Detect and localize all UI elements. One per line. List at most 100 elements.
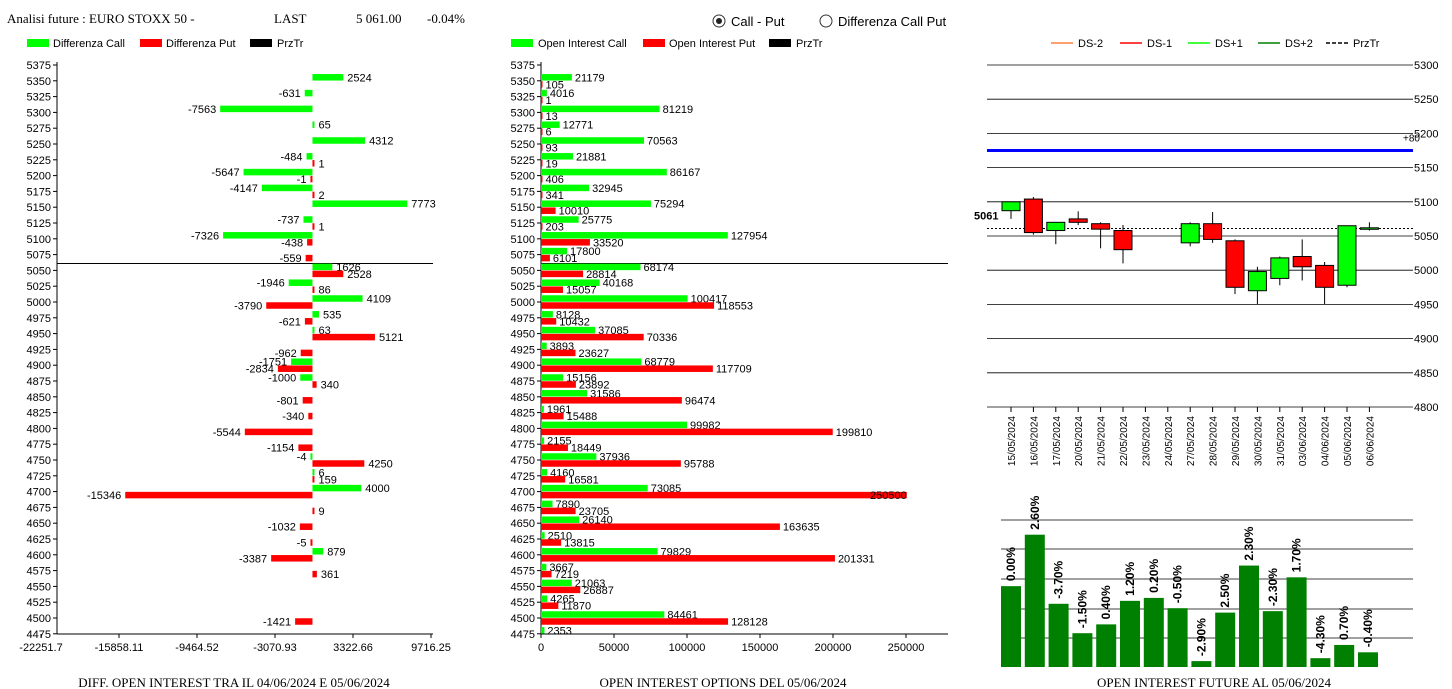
radio-differenza-circle[interactable] [819, 14, 833, 28]
candle-up [1046, 221, 1066, 232]
y-tick-label: 5025 [511, 281, 535, 293]
x-tick-label: 27/05/2024 [1186, 416, 1197, 466]
bar-oi-put [541, 460, 681, 467]
bar-oi-put [541, 570, 552, 578]
bar-oi-call [541, 516, 580, 523]
y-tick-label: 5250 [1414, 94, 1438, 106]
bar-diff-put [312, 160, 315, 167]
x-tick-label: 150000 [742, 642, 779, 654]
bar-value-label: 21179 [575, 72, 605, 84]
bar-value-label: 21881 [576, 151, 607, 163]
legend-label-oi-put: Open Interest Put [669, 38, 755, 50]
bar-diff-call [261, 184, 313, 192]
bar-oi-put [541, 239, 590, 246]
y-tick-label: 4475 [511, 629, 535, 641]
bar-value-label: 199810 [836, 427, 873, 439]
bar-value-label: 19 [546, 158, 558, 170]
bar-value-label: 68174 [644, 262, 675, 274]
bar-value-label: -1032 [268, 522, 296, 534]
bar-value-label: 4312 [369, 136, 393, 148]
bar-value-label: -3790 [234, 301, 262, 313]
y-tick-label: 4650 [511, 518, 535, 530]
bar-oi-put [541, 476, 566, 483]
bar-value-label: 15057 [566, 285, 597, 297]
bar-diff-put [310, 175, 313, 183]
y-tick-label: 5300 [511, 107, 535, 119]
legend-label-oi-call: Open Interest Call [538, 38, 627, 50]
y-tick-label: 5100 [1414, 197, 1438, 209]
bar-oi-put [541, 112, 543, 120]
bar-value-label: 16581 [568, 474, 599, 486]
y-tick-label: 4925 [27, 344, 51, 356]
x-tick-label: 03/06/2024 [1298, 416, 1309, 466]
legend-label-prztr-3: PrzTr [1353, 38, 1380, 50]
bar-oi-put [541, 270, 584, 278]
bar-oi-put [541, 96, 543, 104]
future-bar [1096, 624, 1117, 667]
bar-value-label: 15488 [567, 411, 598, 423]
y-tick-label: 5150 [1414, 163, 1438, 175]
legend-label-diff-call: Differenza Call [53, 38, 125, 50]
y-tick-label: 5125 [511, 218, 535, 230]
bar-value-label: 250500 [870, 490, 907, 502]
bar-diff-call [312, 469, 315, 476]
bar-value-label: -621 [279, 316, 301, 328]
y-tick-label: 5300 [27, 107, 51, 119]
bar-value-label: -5 [297, 538, 307, 550]
y-tick-label: 4900 [1414, 334, 1438, 346]
bar-oi-call [541, 595, 548, 602]
y-tick-label: 4525 [27, 597, 51, 609]
bar-diff-put [302, 397, 313, 404]
bar-value-label: 341 [546, 190, 564, 202]
bar-oi-put [541, 318, 557, 325]
y-tick-label: 4750 [27, 455, 51, 467]
bar-oi-call [541, 295, 688, 302]
y-tick-label: 4675 [511, 502, 535, 514]
x-tick-label: 05/06/2024 [1343, 416, 1354, 466]
bar-oi-put [541, 286, 563, 293]
bar-value-label: -4147 [230, 183, 258, 195]
bar-value-label: 32945 [592, 183, 623, 195]
bar-value-label: 159 [318, 474, 336, 486]
radio-differenza[interactable]: Differenza Call Put [819, 14, 947, 29]
bar-value-label: 4000 [365, 483, 389, 495]
bar-value-label: -340 [282, 411, 304, 423]
x-tick-label: 31/05/2024 [1276, 416, 1287, 466]
bar-diff-put [312, 460, 365, 467]
y-tick-label: 5000 [27, 297, 51, 309]
bar-oi-put [541, 555, 835, 562]
bar-oi-call [541, 137, 645, 144]
bar-value-label: 5121 [379, 332, 403, 344]
future-bar [1358, 652, 1378, 667]
y-tick-label: 4725 [27, 471, 51, 483]
bar-value-label: 40168 [603, 278, 634, 290]
chart-title-diff-oi: DIFF. OPEN INTEREST TRA IL 04/06/2024 E … [78, 675, 390, 689]
bar-value-label: -4 [297, 452, 307, 464]
radio-call-put-label: Call - Put [731, 14, 785, 29]
bar-value-label: -962 [275, 348, 297, 360]
legend-swatch-prztr-2 [769, 39, 791, 47]
candle-up [1270, 257, 1290, 279]
future-bar-label: -1.50% [1075, 590, 1089, 628]
future-bar [1167, 608, 1188, 667]
bar-oi-call [541, 74, 572, 81]
bar-diff-call [312, 137, 366, 144]
future-bar [1024, 534, 1045, 667]
bar-value-label: 65 [318, 120, 330, 132]
bar-value-label: 163635 [783, 522, 820, 534]
bar-oi-put [541, 175, 543, 183]
y-tick-label: 4500 [511, 613, 535, 625]
bar-diff-put [244, 428, 313, 436]
x-tick-label: 16/05/2024 [1029, 416, 1040, 466]
bar-value-label: 21063 [575, 578, 606, 590]
bar-oi-put [541, 618, 729, 625]
bar-diff-put [312, 270, 344, 278]
radio-call-put[interactable]: Call - Put [712, 14, 785, 29]
last-value: 5 061.00 [356, 11, 402, 26]
y-tick-label: 4850 [1414, 368, 1438, 380]
future-bar [1143, 597, 1164, 667]
bar-value-label: 2528 [347, 269, 371, 281]
candle-down [1068, 218, 1088, 223]
bar-diff-put [307, 239, 313, 246]
bar-value-label: 118553 [717, 301, 753, 313]
